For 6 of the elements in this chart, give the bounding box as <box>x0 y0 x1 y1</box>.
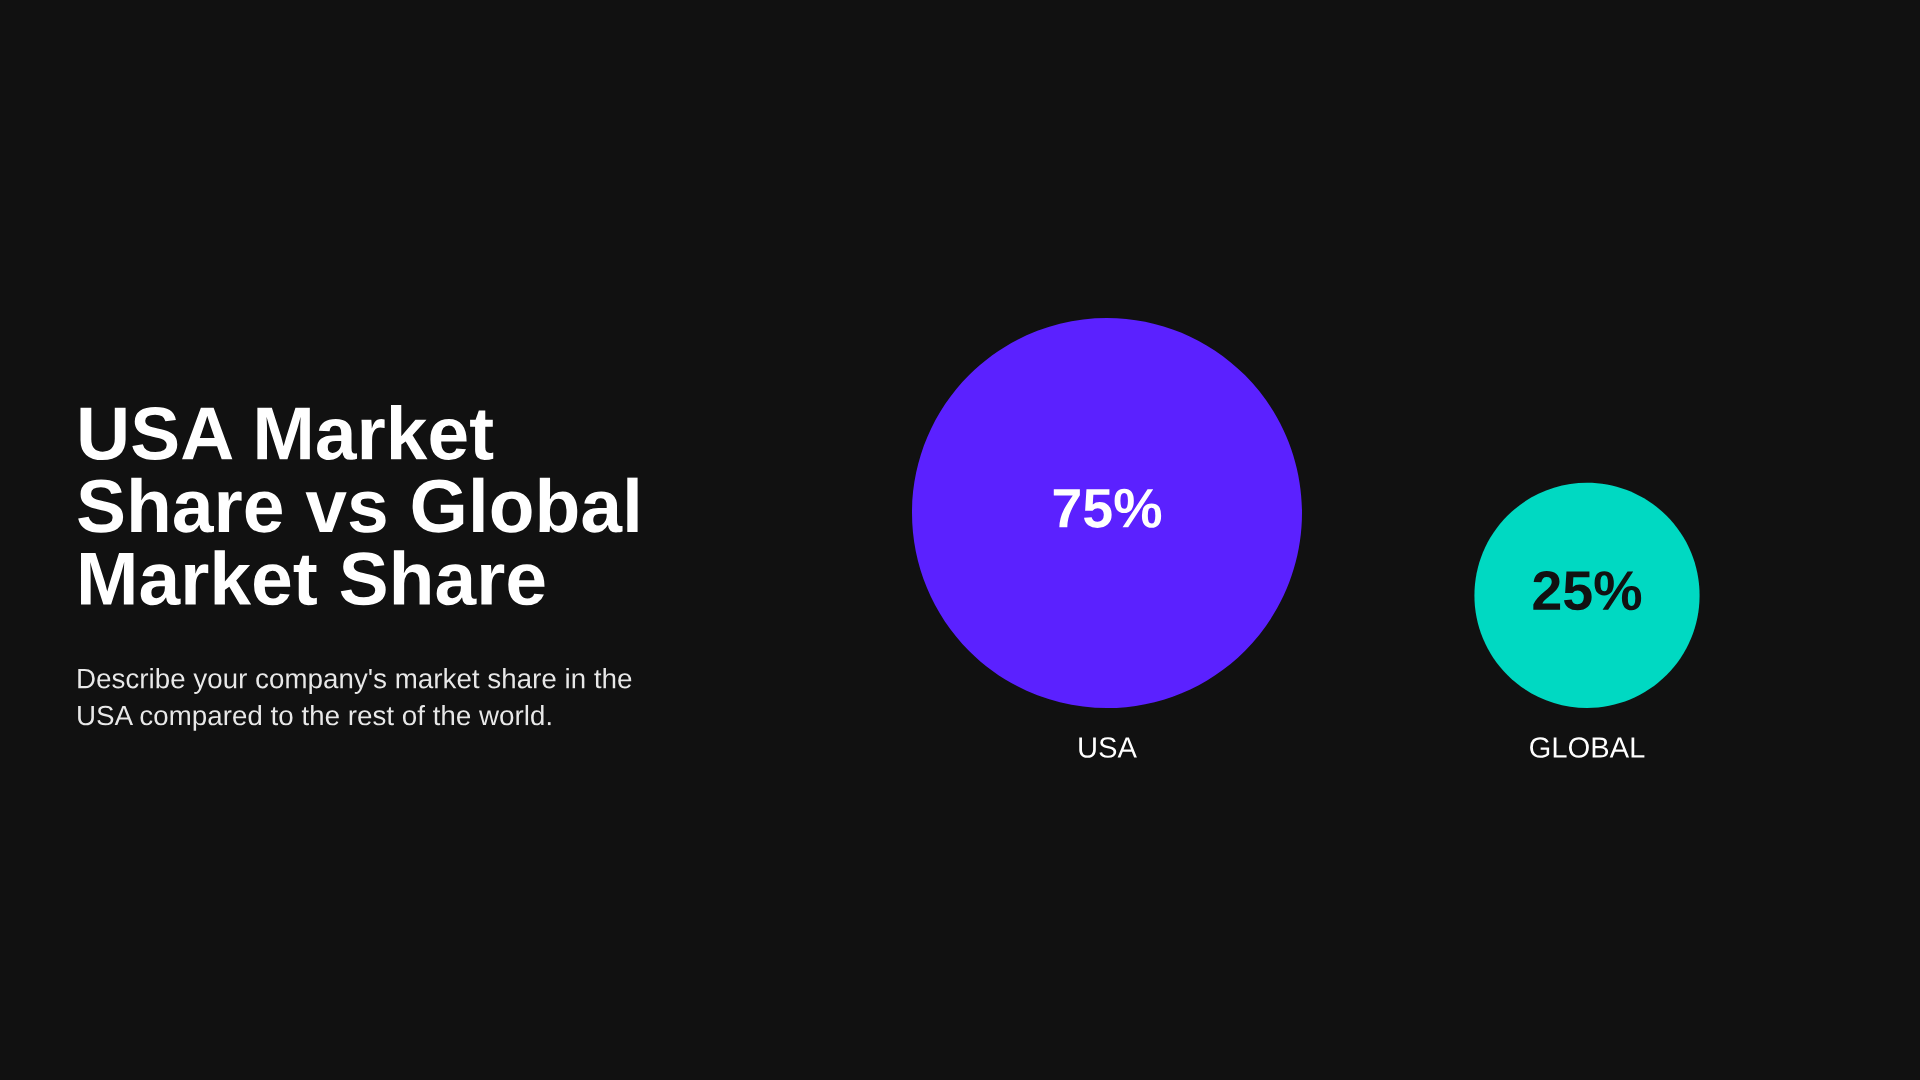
data-label: 75% <box>1053 488 1162 528</box>
category-label: USA <box>1079 737 1137 758</box>
text: USA Market Share vs Global Market Share <box>78 405 638 606</box>
text: Describe your company's market share in the USA compared to the rest of the world. <box>78 668 632 731</box>
category-label: GLOBAL <box>1530 737 1645 758</box>
data-label: 25% <box>1533 570 1642 611</box>
